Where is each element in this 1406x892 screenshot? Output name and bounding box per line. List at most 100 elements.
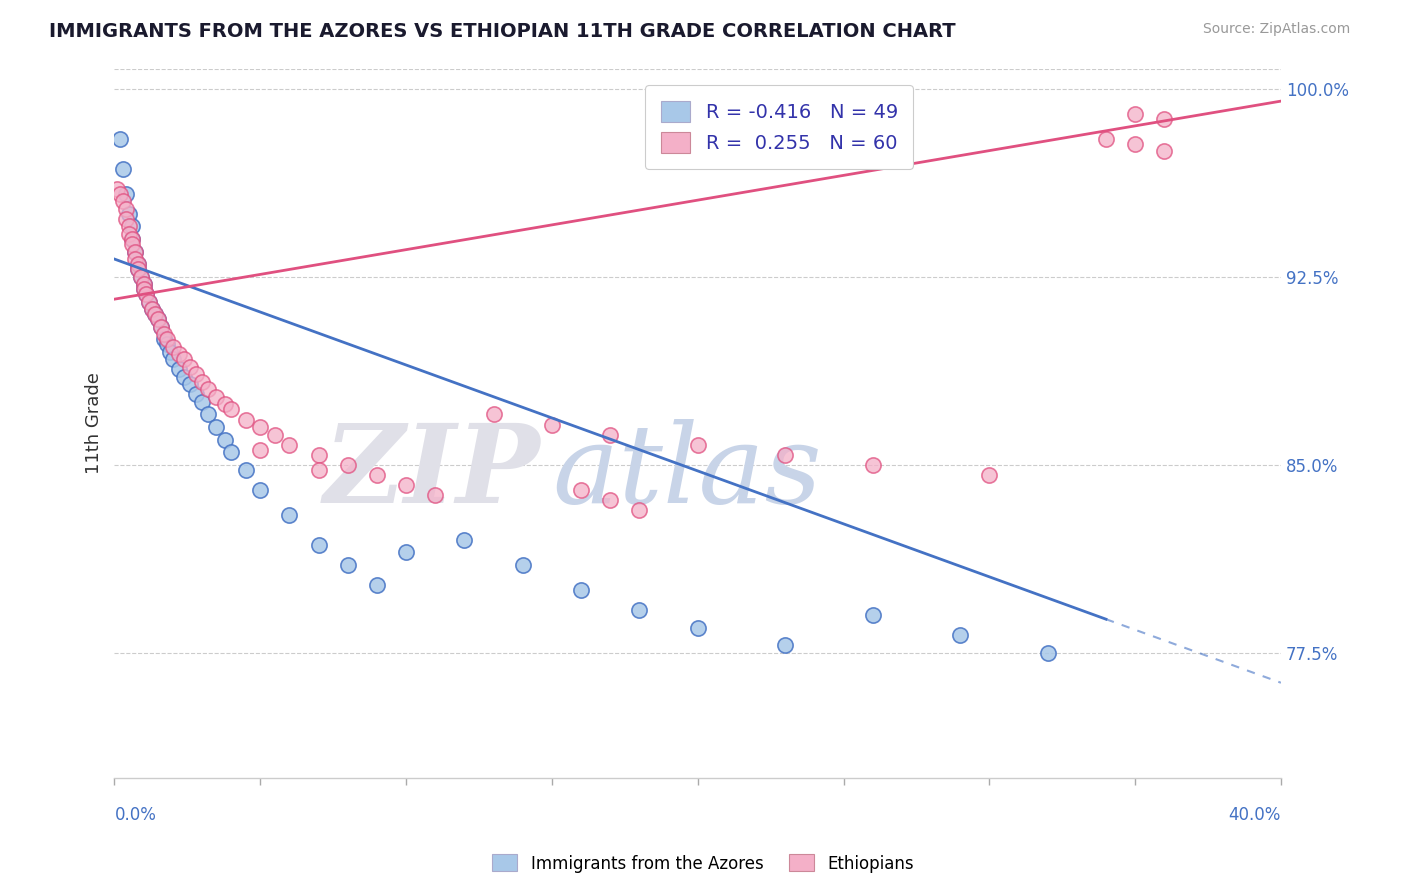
Point <box>124 252 146 266</box>
Point <box>1036 646 1059 660</box>
Point <box>395 545 418 559</box>
Point <box>124 244 146 259</box>
Point <box>773 448 796 462</box>
Legend: R = -0.416   N = 49, R =  0.255   N = 60: R = -0.416 N = 49, R = 0.255 N = 60 <box>645 86 914 169</box>
Point <box>1153 112 1175 126</box>
Point <box>308 538 330 552</box>
Point <box>278 508 301 522</box>
Point <box>482 408 505 422</box>
Point <box>425 488 447 502</box>
Point <box>115 211 138 226</box>
Point <box>127 262 149 277</box>
Point <box>249 442 271 457</box>
Point <box>138 294 160 309</box>
Point <box>862 458 884 472</box>
Point <box>124 244 146 259</box>
Point <box>143 307 166 321</box>
Point <box>132 277 155 292</box>
Point <box>118 207 141 221</box>
Point <box>219 445 242 459</box>
Point <box>184 368 207 382</box>
Point <box>191 395 214 409</box>
Text: 0.0%: 0.0% <box>114 806 156 824</box>
Point <box>112 194 135 209</box>
Point <box>628 603 651 617</box>
Point <box>173 352 195 367</box>
Point <box>132 277 155 292</box>
Point <box>118 227 141 241</box>
Point <box>512 558 534 572</box>
Point <box>949 628 972 642</box>
Point <box>214 433 236 447</box>
Point <box>121 237 143 252</box>
Point <box>132 282 155 296</box>
Point <box>249 483 271 497</box>
Point <box>308 463 330 477</box>
Point <box>173 370 195 384</box>
Text: 40.0%: 40.0% <box>1229 806 1281 824</box>
Point <box>141 302 163 317</box>
Legend: Immigrants from the Azores, Ethiopians: Immigrants from the Azores, Ethiopians <box>486 847 920 880</box>
Point <box>118 219 141 234</box>
Point <box>205 420 228 434</box>
Point <box>453 533 475 547</box>
Point <box>110 186 132 201</box>
Point <box>135 287 157 301</box>
Point <box>132 282 155 296</box>
Point <box>235 463 257 477</box>
Point <box>146 312 169 326</box>
Point <box>686 437 709 451</box>
Point <box>110 132 132 146</box>
Text: Source: ZipAtlas.com: Source: ZipAtlas.com <box>1202 22 1350 37</box>
Point <box>156 337 179 351</box>
Point <box>112 161 135 176</box>
Point <box>121 219 143 234</box>
Point <box>366 578 388 592</box>
Point <box>599 427 621 442</box>
Point <box>153 332 176 346</box>
Y-axis label: 11th Grade: 11th Grade <box>86 372 103 475</box>
Point <box>214 397 236 411</box>
Text: IMMIGRANTS FROM THE AZORES VS ETHIOPIAN 11TH GRADE CORRELATION CHART: IMMIGRANTS FROM THE AZORES VS ETHIOPIAN … <box>49 22 956 41</box>
Point <box>1123 106 1146 120</box>
Point <box>121 232 143 246</box>
Point <box>162 352 184 367</box>
Point <box>179 377 201 392</box>
Point <box>599 492 621 507</box>
Point <box>150 319 173 334</box>
Point <box>156 332 179 346</box>
Point <box>1123 136 1146 151</box>
Text: ZIP: ZIP <box>323 419 540 526</box>
Point <box>395 477 418 491</box>
Point <box>263 427 285 442</box>
Point <box>162 340 184 354</box>
Point <box>150 319 173 334</box>
Point <box>219 402 242 417</box>
Point <box>141 302 163 317</box>
Point <box>249 420 271 434</box>
Point <box>569 582 592 597</box>
Text: atlas: atlas <box>553 419 821 526</box>
Point <box>235 412 257 426</box>
Point <box>135 287 157 301</box>
Point <box>773 638 796 652</box>
Point <box>197 383 219 397</box>
Point <box>146 312 169 326</box>
Point <box>159 344 181 359</box>
Point <box>979 467 1001 482</box>
Point <box>308 448 330 462</box>
Point <box>115 202 138 216</box>
Point <box>143 307 166 321</box>
Point <box>179 359 201 374</box>
Point <box>105 182 128 196</box>
Point <box>121 232 143 246</box>
Point <box>129 269 152 284</box>
Point <box>127 262 149 277</box>
Point <box>127 257 149 271</box>
Point <box>184 387 207 401</box>
Point <box>628 502 651 516</box>
Point <box>1095 132 1118 146</box>
Point <box>191 375 214 389</box>
Point <box>167 362 190 376</box>
Point <box>205 390 228 404</box>
